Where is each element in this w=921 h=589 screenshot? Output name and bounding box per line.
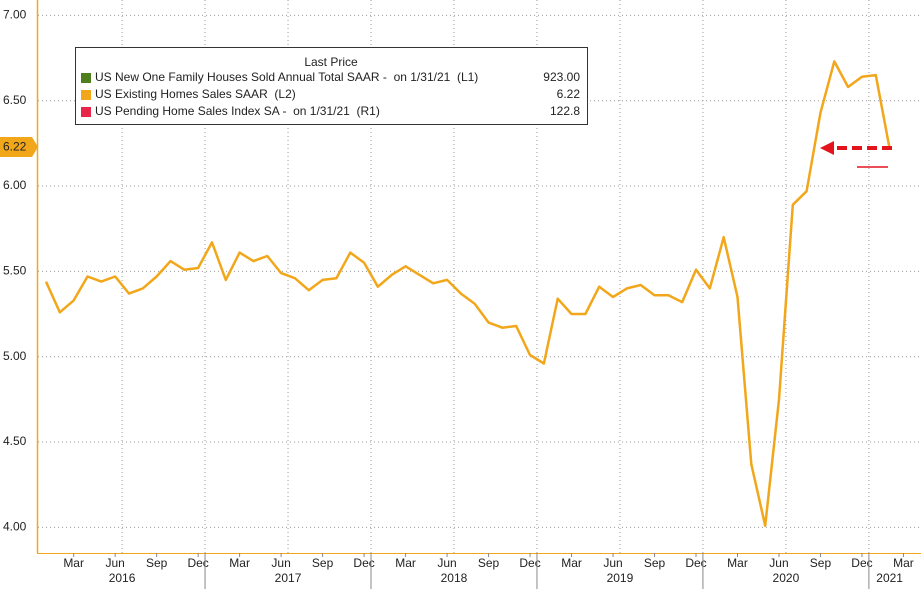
x-tick-label: Jun (769, 556, 788, 570)
x-tick-label: Sep (644, 556, 666, 570)
legend-swatch (81, 73, 91, 83)
x-tick-label: Jun (437, 556, 456, 570)
x-group-label: 2016 (109, 571, 136, 585)
x-tick-label: Jun (105, 556, 124, 570)
x-tick-label: Sep (146, 556, 168, 570)
y-tick-label: 5.00 (3, 349, 27, 363)
x-tick-label: Dec (685, 556, 706, 570)
x-tick-label: Dec (519, 556, 540, 570)
x-tick-label: Mar (893, 556, 914, 570)
x-tick-label: Mar (63, 556, 84, 570)
y-tick-label: 6.00 (3, 178, 27, 192)
legend-label: US Pending Home Sales Index SA - on 1/31… (95, 104, 380, 118)
x-group-label: 2019 (607, 571, 634, 585)
x-tick-label: Dec (353, 556, 374, 570)
legend-title: Last Price (304, 55, 358, 69)
y-tick-label: 7.00 (3, 8, 27, 22)
legend: US New One Family Houses Sold Annual Tot… (81, 70, 580, 118)
x-group-label: 2018 (441, 571, 468, 585)
arrow-head (820, 141, 834, 155)
x-tick-label: Dec (851, 556, 872, 570)
x-tick-label: Jun (271, 556, 290, 570)
x-group-label: 2020 (773, 571, 800, 585)
y-tick-label: 4.00 (3, 520, 27, 534)
legend-label: US New One Family Houses Sold Annual Tot… (95, 70, 478, 84)
y-tick-label: 6.50 (3, 93, 27, 107)
x-group-label: 2017 (275, 571, 302, 585)
x-tick-label: Mar (229, 556, 250, 570)
y-tick-label: 4.50 (3, 434, 27, 448)
legend-box (75, 47, 588, 125)
x-tick-label: Sep (478, 556, 500, 570)
x-tick-label: Sep (810, 556, 832, 570)
x-tick-label: Sep (312, 556, 334, 570)
x-tick-label: Jun (603, 556, 622, 570)
legend-swatch (81, 107, 91, 117)
last-price-tag-label: 6.22 (3, 140, 27, 154)
legend-value: 923.00 (543, 70, 580, 84)
legend-label: US Existing Homes Sales SAAR (L2) (95, 87, 296, 101)
legend-swatch (81, 90, 91, 100)
x-group-label: 2021 (876, 571, 903, 585)
last-price-tag (0, 137, 38, 157)
legend-value: 122.8 (550, 104, 580, 118)
x-tick-label: Mar (727, 556, 748, 570)
y-tick-label: 5.50 (3, 264, 27, 278)
x-tick-label: Dec (187, 556, 208, 570)
line-series (44, 60, 891, 527)
x-tick-label: Mar (395, 556, 416, 570)
plot (44, 60, 891, 527)
legend-value: 6.22 (557, 87, 581, 101)
x-tick-label: Mar (561, 556, 582, 570)
